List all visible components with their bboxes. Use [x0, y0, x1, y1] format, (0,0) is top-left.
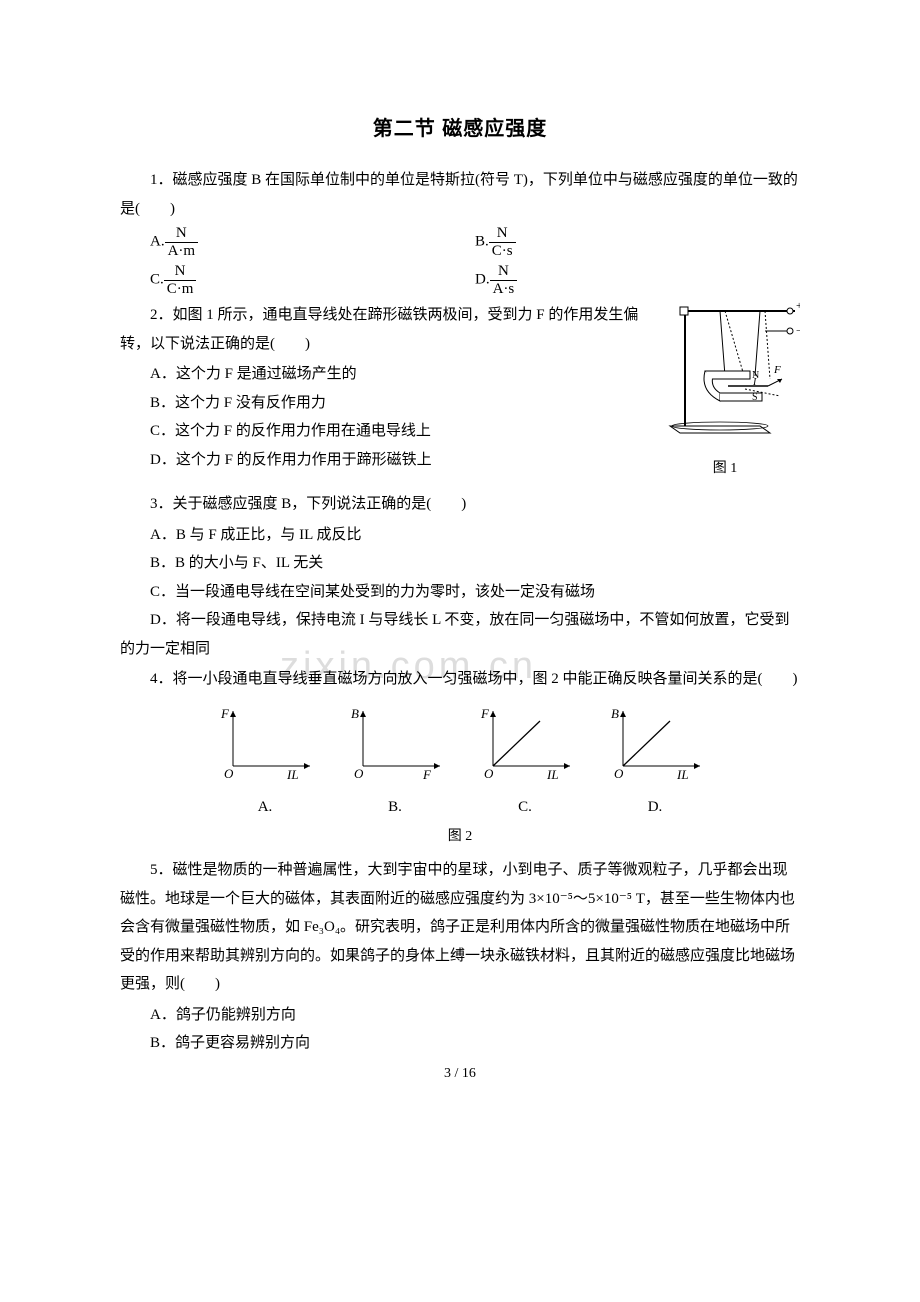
- graph-a-svg: F O IL: [215, 706, 315, 781]
- graph-a-x: IL: [286, 767, 299, 781]
- q4-graph-b: B O F B.: [345, 706, 445, 822]
- svg-text:S: S: [752, 392, 758, 403]
- graph-b-y: B: [351, 706, 359, 721]
- q1-d-frac: NA·s: [490, 263, 518, 297]
- page-number: 3 / 16: [0, 1061, 920, 1088]
- graph-a-cap: A.: [215, 793, 315, 822]
- graph-c-svg: F O IL: [475, 706, 575, 781]
- q1-opt-b: B.NC·s: [475, 225, 800, 259]
- q3-c: C．当一段通电导线在空间某处受到的力为零时，该处一定没有磁场: [120, 578, 800, 607]
- q2-figure: + − N S I F 图 1: [650, 301, 800, 482]
- q1-a-frac: NA·m: [165, 225, 199, 259]
- svg-text:O: O: [224, 766, 234, 781]
- svg-text:−: −: [796, 325, 800, 337]
- q4-graph-a: F O IL A.: [215, 706, 315, 822]
- q4-fig-caption: 图 2: [120, 824, 800, 851]
- q1-stem: 1．磁感应强度 B 在国际单位制中的单位是特斯拉(符号 T)，下列单位中与磁感应…: [120, 166, 800, 223]
- graph-a-y: F: [220, 706, 230, 721]
- q5-b: B．鸽子更容易辨别方向: [120, 1029, 800, 1058]
- svg-text:O: O: [484, 766, 494, 781]
- svg-text:F: F: [773, 364, 781, 376]
- graph-c-x: IL: [546, 767, 559, 781]
- q1-a-den: A·m: [165, 243, 199, 260]
- q3-d: D．将一段通电导线，保持电流 I 与导线长 L 不变，放在同一匀强磁场中，不管如…: [120, 606, 800, 663]
- graph-d-y: B: [611, 706, 619, 721]
- svg-text:O: O: [354, 766, 364, 781]
- q1-a-label: A.: [150, 233, 165, 249]
- graph-b-x: F: [422, 767, 432, 781]
- graph-b-svg: B O F: [345, 706, 445, 781]
- q1-row2: C.NC·m D.NA·s: [150, 263, 800, 297]
- q1-b-label: B.: [475, 233, 489, 249]
- q4-graphs: F O IL A. B O F B. F O IL C.: [120, 706, 800, 822]
- graph-d-cap: D.: [605, 793, 705, 822]
- q1-opt-c: C.NC·m: [150, 263, 475, 297]
- q1-opt-a: A.NA·m: [150, 225, 475, 259]
- q3-stem: 3．关于磁感应强度 B，下列说法正确的是( ): [120, 490, 800, 519]
- q1-b-frac: NC·s: [489, 225, 516, 259]
- svg-text:I: I: [752, 377, 757, 388]
- q1-c-num: N: [164, 263, 197, 281]
- svg-text:+: +: [796, 301, 800, 312]
- graph-b-cap: B.: [345, 793, 445, 822]
- q1-b-den: C·s: [489, 243, 516, 260]
- q3-b: B．B 的大小与 F、IL 无关: [120, 549, 800, 578]
- svg-text:O: O: [614, 766, 624, 781]
- q1-b-num: N: [489, 225, 516, 243]
- graph-d-svg: B O IL: [605, 706, 705, 781]
- q1-c-label: C.: [150, 271, 164, 287]
- q5-stem: 5．磁性是物质的一种普遍属性，大到宇宙中的星球，小到电子、质子等微观粒子，几乎都…: [120, 856, 800, 999]
- graph-d-x: IL: [676, 767, 689, 781]
- q1-d-den: A·s: [490, 281, 518, 298]
- q4-stem: 4．将一小段通电直导线垂直磁场方向放入一匀强磁场中，图 2 中能正确反映各量间关…: [120, 665, 800, 694]
- q2-fig-caption: 图 1: [650, 456, 800, 483]
- q1-opt-d: D.NA·s: [475, 263, 800, 297]
- q1-d-num: N: [490, 263, 518, 281]
- q1-c-den: C·m: [164, 281, 197, 298]
- q1-d-label: D.: [475, 271, 490, 287]
- apparatus-diagram: + − N S I F: [650, 301, 800, 441]
- q1-a-num: N: [165, 225, 199, 243]
- section-title: 第二节 磁感应强度: [120, 110, 800, 148]
- graph-c-cap: C.: [475, 793, 575, 822]
- q4-graph-c: F O IL C.: [475, 706, 575, 822]
- graph-c-y: F: [480, 706, 490, 721]
- q3-a: A．B 与 F 成正比，与 IL 成反比: [120, 521, 800, 550]
- q4-graph-d: B O IL D.: [605, 706, 705, 822]
- q1-c-frac: NC·m: [164, 263, 197, 297]
- q1-row1: A.NA·m B.NC·s: [150, 225, 800, 259]
- q5-a: A．鸽子仍能辨别方向: [120, 1001, 800, 1030]
